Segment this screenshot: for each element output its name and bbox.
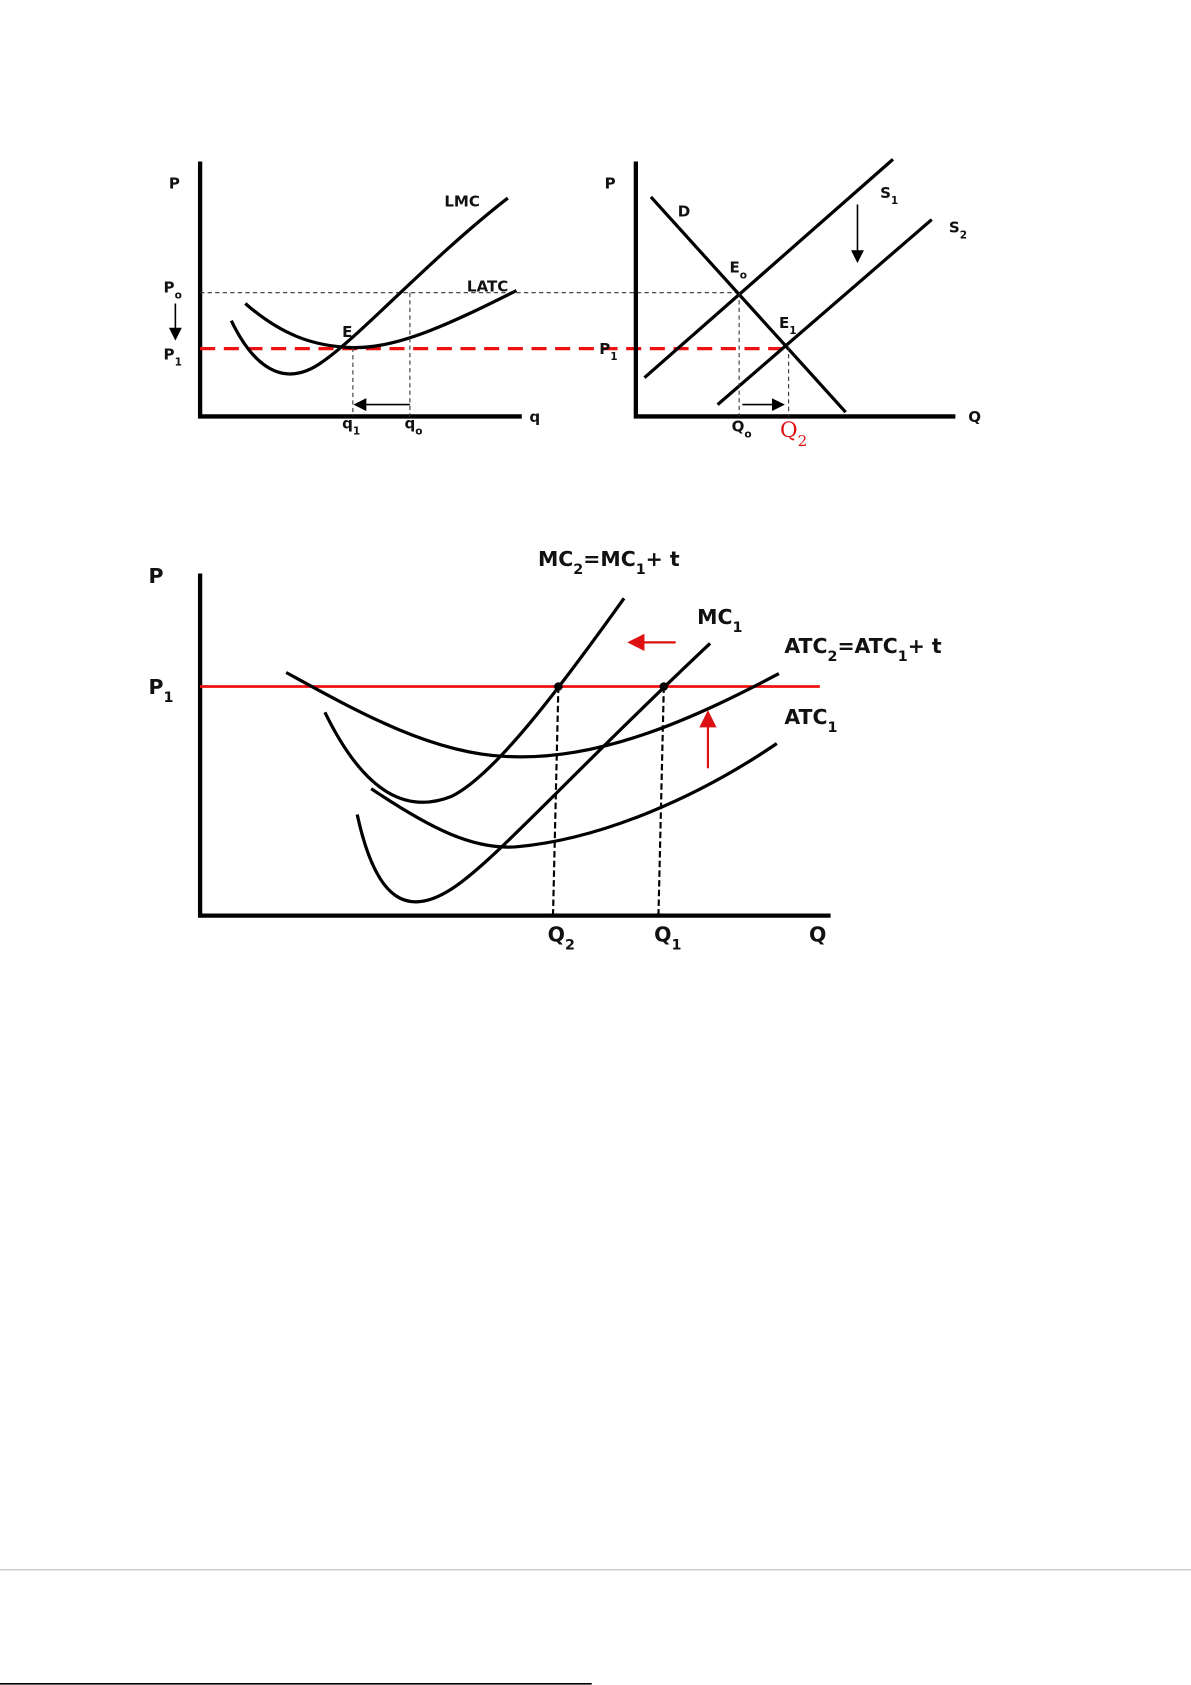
- quantity-label: Q2: [548, 922, 575, 953]
- point: [659, 682, 669, 691]
- curve-label: MC1: [697, 605, 742, 636]
- curve-label: LATC: [467, 278, 508, 296]
- mc1-curve: [355, 642, 712, 904]
- quantity-label: Q1: [654, 922, 681, 953]
- y-axis-label: P: [605, 174, 616, 192]
- price-label: P1: [148, 675, 173, 706]
- quantity-label: q1: [342, 414, 360, 437]
- q2-line: [551, 686, 560, 916]
- q1-line: [657, 686, 665, 916]
- point-label: E: [342, 323, 352, 341]
- axes: [633, 161, 956, 419]
- curve-label: S2: [949, 218, 967, 241]
- x-axis-label: Q: [968, 408, 981, 426]
- x-axis-label: q: [529, 408, 540, 426]
- point: [554, 682, 563, 691]
- curve-label: S1: [880, 184, 898, 207]
- lmc-curve: [229, 196, 509, 376]
- atc1-curve: [370, 742, 778, 849]
- firm-diagram: P q LMC LATC E Po P1 q1 qo: [164, 161, 791, 437]
- curve-label: MC2=MC1+ t: [538, 547, 680, 578]
- quantity-label: Qo: [732, 418, 752, 441]
- latc-curve: [244, 289, 518, 350]
- curve-label: ATC1: [784, 705, 837, 736]
- y-axis-label: P: [169, 174, 180, 192]
- price-label: Po: [164, 279, 182, 302]
- y-axis-label: P: [148, 564, 163, 588]
- price-label: P1: [599, 340, 617, 363]
- quantity-label: Q2: [780, 418, 807, 450]
- curve-label: ATC2=ATC1+ t: [784, 634, 942, 665]
- market-diagram: P Q D S1 S2 Eo E1 P1 Qo Q2: [599, 158, 981, 450]
- point-label: E1: [779, 314, 797, 337]
- tax-diagram: P Q MC2=MC1+ t MC1 ATC2=ATC1+ t ATC1 P1 …: [148, 547, 941, 953]
- price-label: P1: [164, 345, 182, 368]
- point-label: Eo: [729, 258, 747, 281]
- x-axis-label: Q: [809, 922, 826, 946]
- demand-curve: [649, 195, 847, 414]
- quantity-label: qo: [405, 414, 423, 437]
- mc2-curve: [323, 597, 626, 804]
- axes: [197, 161, 522, 419]
- curve-label: LMC: [444, 193, 480, 211]
- supply-curve: [716, 218, 933, 406]
- curve-label: D: [678, 202, 691, 220]
- supply-curve: [643, 158, 895, 379]
